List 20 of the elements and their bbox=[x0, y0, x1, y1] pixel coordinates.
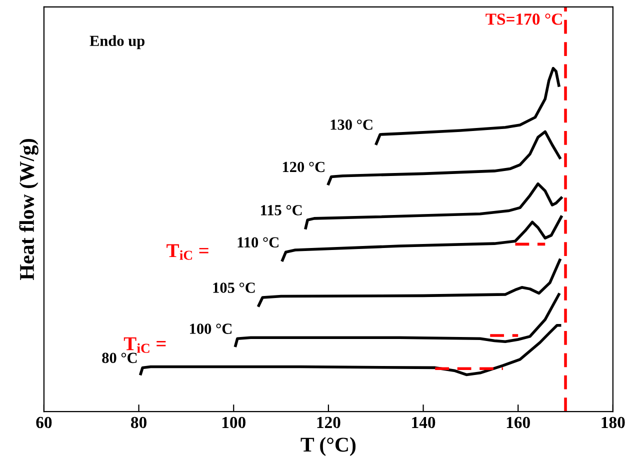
annotation: T$_{iC}$ = bbox=[124, 337, 166, 353]
y-axis-title: Heat flow (W/g) bbox=[19, 139, 38, 280]
series-label: 115 °C bbox=[261, 205, 302, 216]
text: Endo up bbox=[90, 35, 144, 50]
series-label: 110 °C bbox=[238, 237, 278, 248]
x-tick-label: 120 bbox=[317, 416, 340, 428]
series-label: 100 °C bbox=[190, 324, 232, 334]
x-tick-label: 60 bbox=[36, 416, 52, 428]
ref-line-label: TS=170 °C bbox=[486, 14, 562, 25]
x-tick-label: 140 bbox=[412, 416, 436, 428]
series-label: 120 °C bbox=[282, 162, 324, 172]
annotation: T$_{iC}$ = bbox=[166, 244, 208, 260]
series-label: 80 °C bbox=[102, 352, 137, 364]
x-axis-title: T (°C) bbox=[300, 437, 356, 456]
x-tick-label: 100 bbox=[222, 416, 246, 428]
x-tick-label: 160 bbox=[506, 416, 530, 428]
x-tick-label: 80 bbox=[131, 416, 146, 428]
series-label: 105 °C bbox=[213, 282, 255, 293]
series-label: 130 °C bbox=[330, 120, 372, 130]
x-tick-label: 180 bbox=[602, 416, 625, 428]
